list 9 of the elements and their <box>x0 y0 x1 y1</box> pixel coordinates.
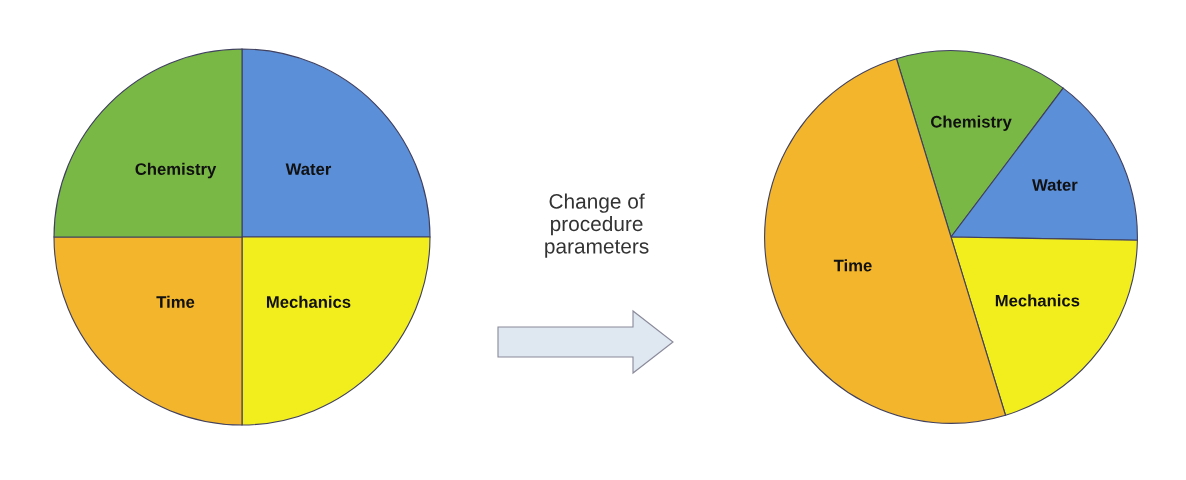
slice-label: Chemistry <box>135 162 217 179</box>
slice-label: Water <box>285 163 332 176</box>
slice-label: Time <box>833 259 872 272</box>
slice-label: Water <box>1032 179 1078 191</box>
slice-label: Chemistry <box>931 115 1012 131</box>
slice-label: Mechanics <box>266 295 351 308</box>
text: Change of procedure parameters <box>545 193 649 258</box>
slice-label: Time <box>156 295 195 308</box>
slice-label: Mechanics <box>995 294 1080 307</box>
